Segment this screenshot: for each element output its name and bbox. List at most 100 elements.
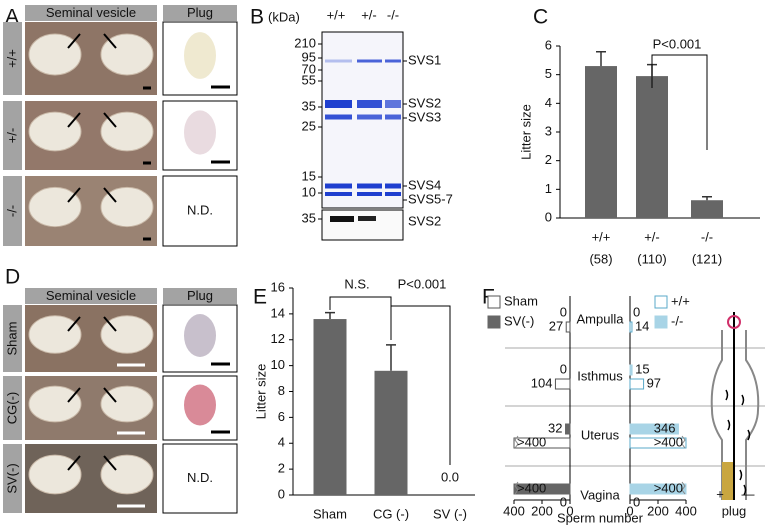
not-detected: N.D. — [187, 470, 213, 485]
category-label: Isthmus — [577, 368, 623, 383]
error-bar — [596, 50, 606, 67]
legend-label: -/- — [671, 313, 683, 328]
bar — [513, 437, 571, 449]
y-tick-label: 6 — [545, 37, 552, 52]
blot-band — [358, 216, 376, 221]
gel-band — [357, 100, 382, 108]
value-label: >400 — [517, 480, 546, 495]
bar — [565, 423, 571, 435]
gel-band — [357, 114, 382, 120]
category-label: Uterus — [581, 427, 620, 442]
bar — [629, 423, 679, 435]
legend-label: +/+ — [671, 293, 690, 308]
annotation: P<0.001 — [653, 36, 702, 51]
arrow — [67, 187, 81, 203]
y-axis-label: Litter size — [518, 104, 533, 160]
bar — [629, 321, 633, 333]
value-label: >400 — [517, 434, 546, 449]
value-label: >400 — [654, 434, 683, 449]
row-label: +/- — [4, 128, 19, 144]
plug-box — [162, 175, 238, 247]
arrow — [103, 455, 117, 471]
legend-label: SV(-) — [504, 313, 534, 328]
row-label: +/+ — [4, 49, 19, 68]
band-label: SVS5-7 — [408, 191, 453, 206]
value-label: 27 — [549, 318, 563, 333]
bar — [554, 378, 571, 390]
gel-band — [385, 59, 401, 63]
value-label: 97 — [647, 375, 661, 390]
vesicle — [28, 111, 82, 152]
panel-label: E — [253, 286, 267, 309]
x-axis-label: Sperm number — [557, 510, 644, 525]
x-tick-label: 200 — [647, 503, 669, 518]
y-tick-label: 12 — [271, 331, 285, 346]
plug-area — [722, 462, 734, 500]
vesicle — [28, 385, 82, 423]
bar — [636, 76, 668, 218]
plug-box — [162, 443, 238, 514]
bar — [629, 483, 687, 495]
vesicle — [100, 454, 154, 495]
vesicle — [28, 315, 82, 354]
arrow — [67, 33, 81, 49]
legend-swatch — [654, 315, 668, 329]
y-tick-label: 10 — [271, 357, 285, 372]
vesicle — [100, 315, 154, 354]
annotation: P<0.001 — [398, 276, 447, 291]
sample-size: (110) — [637, 251, 666, 266]
axis-break — [514, 435, 519, 449]
header: Plug — [187, 5, 213, 20]
y-tick-label: 0 — [278, 486, 285, 501]
y-tick-label: 6 — [278, 409, 285, 424]
vesicle — [28, 33, 82, 76]
annotation: N.S. — [344, 276, 369, 291]
marker-label: 25 — [302, 118, 316, 133]
sperm — [747, 429, 751, 441]
marker-label: 55 — [302, 72, 316, 87]
plug — [184, 384, 216, 426]
gel-band — [357, 59, 382, 63]
panel-label: B — [250, 6, 264, 29]
sample-size: (58) — [589, 251, 612, 266]
error-bar — [702, 196, 712, 201]
panel-label: C — [533, 6, 548, 29]
panel-label: D — [5, 266, 20, 289]
bar — [513, 483, 571, 495]
row-strip — [3, 22, 22, 95]
arrow — [67, 112, 81, 128]
sample-size: (121) — [692, 251, 722, 266]
vesicle — [100, 186, 154, 228]
diagram-label: + — [716, 486, 724, 501]
header-bar — [25, 288, 157, 304]
header-bar — [163, 5, 237, 21]
arrow — [67, 455, 81, 471]
band-label: SVS2 — [408, 213, 441, 228]
row-strip — [3, 176, 22, 246]
unit: (kDa) — [268, 9, 300, 24]
row-strip — [3, 444, 22, 513]
gel-band — [357, 183, 382, 189]
y-tick-label: 4 — [545, 95, 552, 110]
y-tick-label: 1 — [545, 181, 552, 196]
arrow — [67, 316, 81, 332]
marker-label: 15 — [302, 168, 316, 183]
x-tick-label: CG (-) — [373, 506, 409, 521]
vesicle — [100, 385, 154, 423]
y-tick-label: 5 — [545, 66, 552, 81]
legend-label: Sham — [504, 293, 538, 308]
legend-swatch — [654, 295, 668, 309]
x-tick-label: 0 — [566, 503, 573, 518]
error-bar — [386, 344, 396, 371]
y-tick-label: 8 — [278, 383, 285, 398]
marker-label: 35 — [302, 98, 316, 113]
gel-band — [385, 183, 401, 189]
gel-band — [385, 100, 401, 108]
band-label: SVS1 — [408, 52, 441, 67]
sperm — [727, 419, 731, 431]
lane-label: +/- — [361, 7, 377, 22]
arrow — [103, 387, 117, 403]
bracket — [390, 305, 451, 465]
header: Seminal vesicle — [46, 5, 136, 20]
row-label: -/- — [4, 205, 19, 217]
